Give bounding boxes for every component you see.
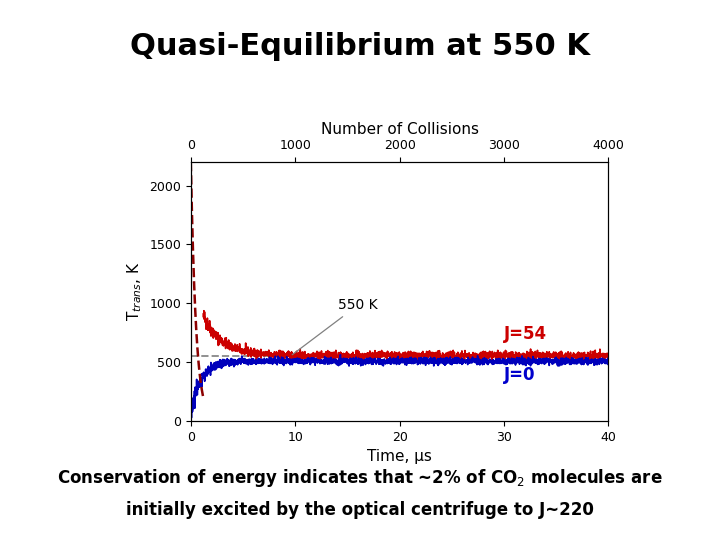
Text: Conservation of energy indicates that ~2% of CO$_2$ molecules are: Conservation of energy indicates that ~2… [57, 467, 663, 489]
Text: initially excited by the optical centrifuge to J~220: initially excited by the optical centrif… [126, 501, 594, 519]
Text: Quasi-Equilibrium at 550 K: Quasi-Equilibrium at 550 K [130, 32, 590, 62]
X-axis label: Number of Collisions: Number of Collisions [320, 122, 479, 137]
Text: J=0: J=0 [504, 366, 536, 384]
Y-axis label: T$_{trans}$, K: T$_{trans}$, K [125, 262, 144, 321]
Text: J=54: J=54 [504, 325, 547, 343]
Text: 550 K: 550 K [292, 298, 378, 355]
X-axis label: Time, μs: Time, μs [367, 449, 432, 464]
